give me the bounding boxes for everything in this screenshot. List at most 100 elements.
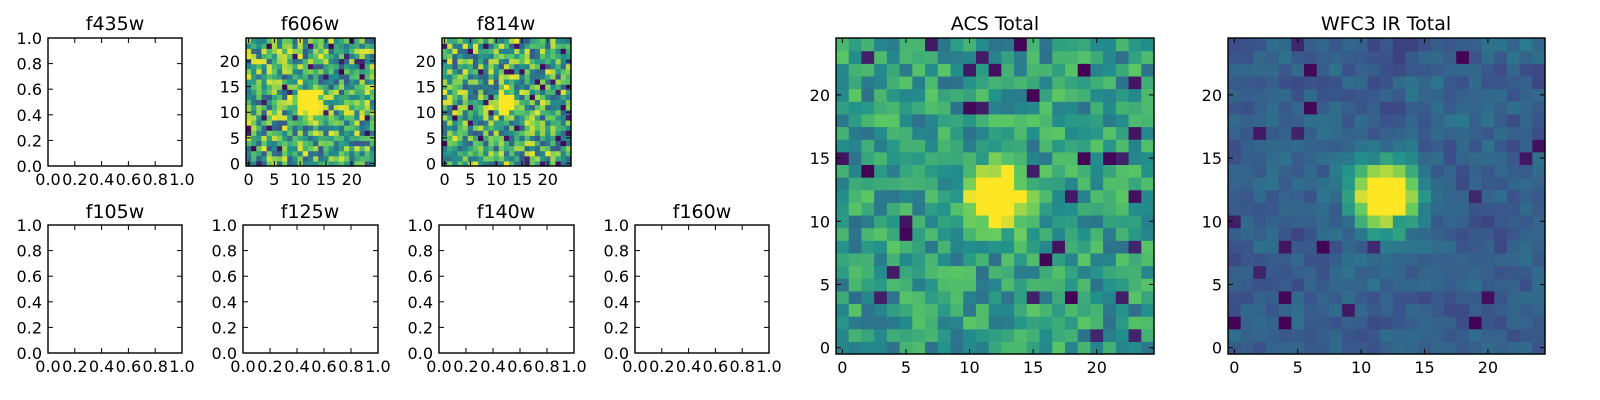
heatmap-cell xyxy=(359,48,366,54)
heatmap-cell xyxy=(1014,75,1028,90)
heatmap-cell xyxy=(287,84,294,90)
heatmap-cell xyxy=(369,53,376,60)
heatmap-cell xyxy=(1519,177,1533,191)
heatmap-cell xyxy=(1291,63,1305,77)
heatmap-cell xyxy=(560,58,567,65)
heatmap-cell xyxy=(988,50,1002,64)
heatmap-cell xyxy=(509,104,515,111)
heatmap-cell xyxy=(276,63,283,70)
heatmap-cell xyxy=(1077,139,1091,153)
heatmap-cell xyxy=(1090,50,1104,64)
heatmap-cell xyxy=(1077,265,1091,279)
heatmap-cell xyxy=(1090,214,1104,229)
heatmap-cell xyxy=(1026,151,1041,165)
heatmap-cell xyxy=(1240,177,1254,191)
heatmap-cell xyxy=(1506,341,1521,355)
heatmap-cell xyxy=(988,75,1002,90)
heatmap-cell xyxy=(534,150,541,157)
heatmap-cell xyxy=(565,155,572,162)
heatmap-cell xyxy=(1329,214,1343,229)
heatmap-cell xyxy=(292,84,299,90)
heatmap-cell xyxy=(1228,202,1242,216)
heatmap-cell xyxy=(1304,151,1318,165)
heatmap-cell xyxy=(524,58,531,65)
heatmap-cell xyxy=(1354,164,1369,178)
heatmap-cell xyxy=(861,50,875,64)
heatmap-cell xyxy=(302,160,309,167)
heatmap-cell xyxy=(899,75,913,90)
heatmap-cell xyxy=(1367,38,1381,52)
heatmap-cell xyxy=(514,155,520,162)
heatmap-cell xyxy=(442,68,448,75)
heatmap-cell xyxy=(246,114,252,121)
heatmap-cell xyxy=(493,89,500,95)
heatmap-cell xyxy=(950,113,964,128)
heatmap-cell xyxy=(364,160,371,167)
heatmap-cell xyxy=(1064,303,1079,317)
heatmap-cell xyxy=(925,214,939,229)
heatmap-cell xyxy=(328,43,335,49)
heatmap-cell xyxy=(1329,139,1343,153)
y-tick-label: 0.6 xyxy=(17,267,42,286)
heatmap-cell xyxy=(462,135,469,141)
heatmap-cell xyxy=(261,114,268,121)
heatmap-cell xyxy=(560,73,567,80)
heatmap-cell xyxy=(524,73,531,80)
heatmap-cell xyxy=(488,73,495,80)
heatmap-cell xyxy=(462,155,469,162)
heatmap-cell xyxy=(529,135,536,141)
heatmap-cell xyxy=(524,68,531,75)
heatmap-cell xyxy=(975,341,990,355)
y-tick-label: 15 xyxy=(220,78,240,97)
heatmap-cell xyxy=(1266,38,1280,52)
heatmap-cell xyxy=(478,140,484,147)
heatmap-cell xyxy=(925,316,939,330)
heatmap-cell xyxy=(1519,50,1533,64)
heatmap-cell xyxy=(1392,189,1407,203)
heatmap-cell xyxy=(493,84,500,90)
heatmap-cell xyxy=(498,78,505,85)
y-tick-label: 0.2 xyxy=(17,131,42,150)
heatmap-cell xyxy=(925,151,939,165)
heatmap-cell xyxy=(540,78,546,85)
heatmap-cell xyxy=(1392,50,1407,64)
heatmap-cell xyxy=(1014,341,1028,355)
heatmap-cell xyxy=(1052,265,1066,279)
heatmap-cell xyxy=(271,125,278,131)
heatmap-cell xyxy=(963,214,977,229)
heatmap-cell xyxy=(1304,227,1318,241)
heatmap-cell xyxy=(950,265,964,279)
heatmap-cell xyxy=(472,58,479,65)
heatmap-cell xyxy=(313,160,319,167)
heatmap-cell xyxy=(1468,88,1483,102)
heatmap-cell xyxy=(246,104,252,111)
heatmap-cell xyxy=(540,130,546,136)
heatmap-cell xyxy=(534,155,541,162)
heatmap-cell xyxy=(937,227,952,241)
heatmap-cell xyxy=(318,135,324,141)
heatmap-cell xyxy=(462,53,469,60)
heatmap-cell xyxy=(503,114,510,121)
heatmap-cell xyxy=(1001,177,1015,191)
heatmap-cell xyxy=(519,63,526,70)
heatmap-cell xyxy=(534,78,541,85)
heatmap-cell xyxy=(1342,252,1356,267)
heatmap-cell xyxy=(1456,151,1470,165)
heatmap-cell xyxy=(975,101,990,115)
heatmap-cell xyxy=(1532,101,1546,115)
heatmap-cell xyxy=(1519,113,1533,128)
heatmap-cell xyxy=(447,38,453,44)
heatmap-cell xyxy=(488,145,495,152)
heatmap-cell xyxy=(364,43,371,49)
heatmap-cell xyxy=(886,341,901,355)
heatmap-cell xyxy=(1026,177,1041,191)
y-tick-label: 0.4 xyxy=(604,293,629,312)
heatmap-cell xyxy=(1519,278,1533,292)
heatmap-cell xyxy=(246,145,252,152)
heatmap-cell xyxy=(1329,341,1343,355)
heatmap-cell xyxy=(1001,240,1015,254)
heatmap-cell xyxy=(261,145,268,152)
axes-frame xyxy=(1227,37,1546,355)
heatmap-cell xyxy=(266,155,273,162)
heatmap-cell xyxy=(1380,139,1394,153)
